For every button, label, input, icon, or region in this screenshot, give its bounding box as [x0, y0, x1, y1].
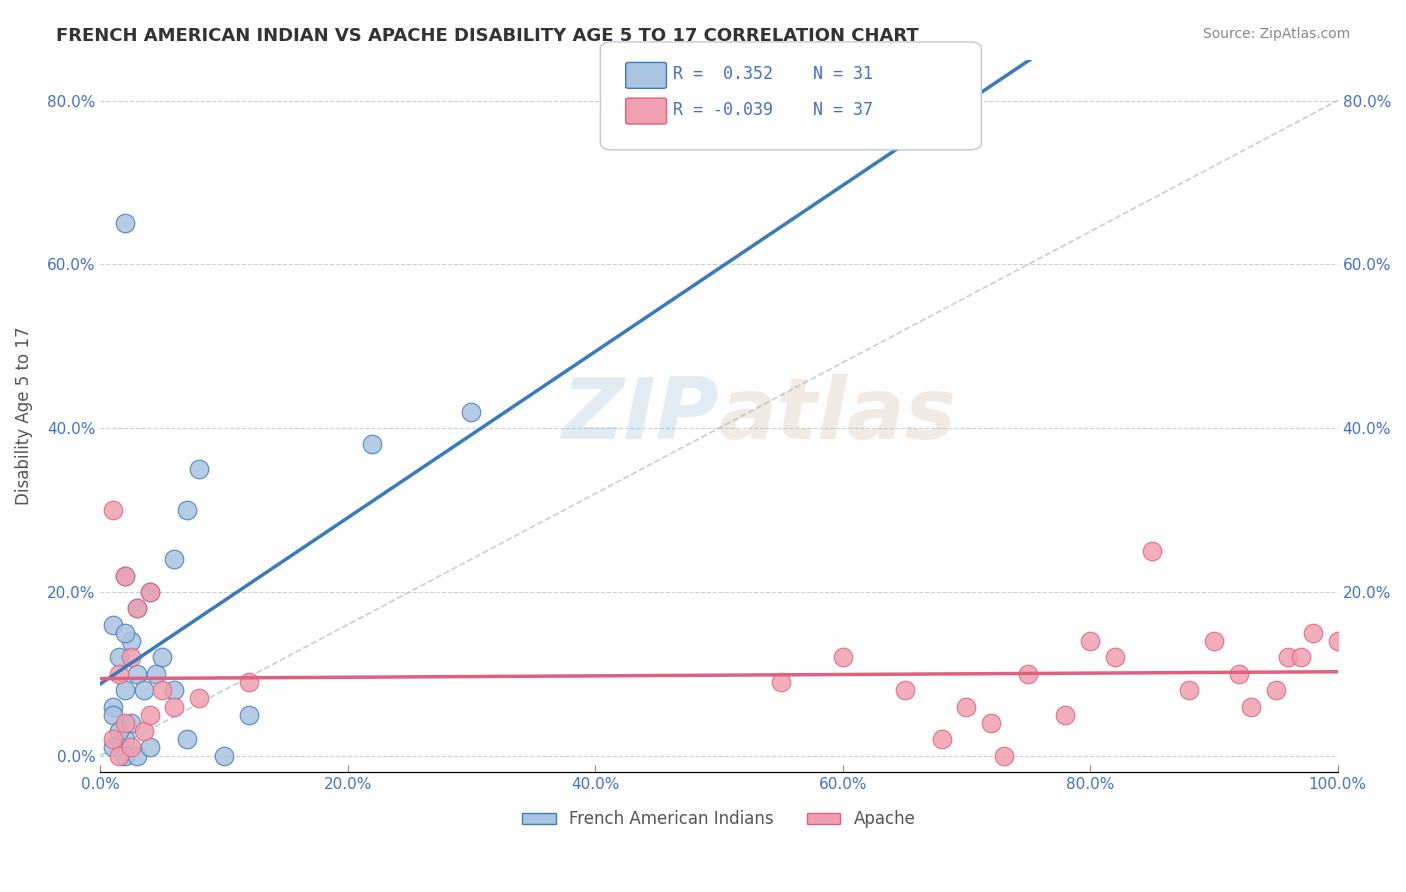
- Point: [769, 675, 792, 690]
- Point: [188, 462, 211, 476]
- Point: [1017, 666, 1039, 681]
- Point: [139, 740, 162, 755]
- Text: R = -0.039    N = 37: R = -0.039 N = 37: [673, 101, 873, 119]
- Point: [127, 748, 149, 763]
- Point: [114, 625, 136, 640]
- Point: [361, 437, 384, 451]
- Point: [101, 617, 124, 632]
- Point: [132, 724, 155, 739]
- Point: [460, 405, 482, 419]
- Point: [1202, 634, 1225, 648]
- Text: Source: ZipAtlas.com: Source: ZipAtlas.com: [1202, 27, 1350, 41]
- Point: [139, 707, 162, 722]
- Point: [127, 666, 149, 681]
- Point: [114, 568, 136, 582]
- Point: [114, 732, 136, 747]
- Point: [114, 216, 136, 230]
- Point: [1227, 666, 1250, 681]
- Point: [101, 503, 124, 517]
- Point: [101, 732, 124, 747]
- Point: [127, 601, 149, 615]
- Point: [955, 699, 977, 714]
- Point: [132, 683, 155, 698]
- Point: [108, 724, 131, 739]
- Point: [150, 683, 173, 698]
- Point: [114, 568, 136, 582]
- Point: [150, 650, 173, 665]
- Point: [993, 748, 1015, 763]
- Point: [1104, 650, 1126, 665]
- Point: [1326, 634, 1348, 648]
- Point: [163, 699, 186, 714]
- Point: [108, 650, 131, 665]
- Point: [1178, 683, 1201, 698]
- Y-axis label: Disability Age 5 to 17: Disability Age 5 to 17: [15, 326, 32, 505]
- Point: [120, 650, 142, 665]
- Point: [1240, 699, 1263, 714]
- Point: [114, 715, 136, 730]
- Point: [114, 748, 136, 763]
- Point: [176, 732, 198, 747]
- Point: [238, 707, 260, 722]
- Point: [120, 715, 142, 730]
- Point: [1302, 625, 1324, 640]
- Point: [931, 732, 953, 747]
- Point: [101, 740, 124, 755]
- Point: [1078, 634, 1101, 648]
- Point: [101, 699, 124, 714]
- Text: atlas: atlas: [718, 375, 957, 458]
- Point: [108, 666, 131, 681]
- Point: [114, 683, 136, 698]
- Point: [980, 715, 1002, 730]
- Point: [1277, 650, 1299, 665]
- Point: [127, 601, 149, 615]
- Point: [163, 683, 186, 698]
- Text: R =  0.352    N = 31: R = 0.352 N = 31: [673, 65, 873, 83]
- Point: [108, 748, 131, 763]
- Point: [893, 683, 915, 698]
- Point: [1054, 707, 1077, 722]
- Point: [1289, 650, 1312, 665]
- Text: FRENCH AMERICAN INDIAN VS APACHE DISABILITY AGE 5 TO 17 CORRELATION CHART: FRENCH AMERICAN INDIAN VS APACHE DISABIL…: [56, 27, 920, 45]
- Point: [139, 585, 162, 599]
- Legend: French American Indians, Apache: French American Indians, Apache: [516, 804, 922, 835]
- Point: [212, 748, 235, 763]
- Point: [238, 675, 260, 690]
- Point: [188, 691, 211, 706]
- Point: [101, 707, 124, 722]
- Point: [163, 552, 186, 566]
- Point: [831, 650, 853, 665]
- Point: [120, 740, 142, 755]
- Point: [120, 634, 142, 648]
- Text: ZIP: ZIP: [561, 375, 718, 458]
- Point: [176, 503, 198, 517]
- Point: [1140, 544, 1163, 558]
- Point: [139, 585, 162, 599]
- Point: [1264, 683, 1286, 698]
- Point: [145, 666, 167, 681]
